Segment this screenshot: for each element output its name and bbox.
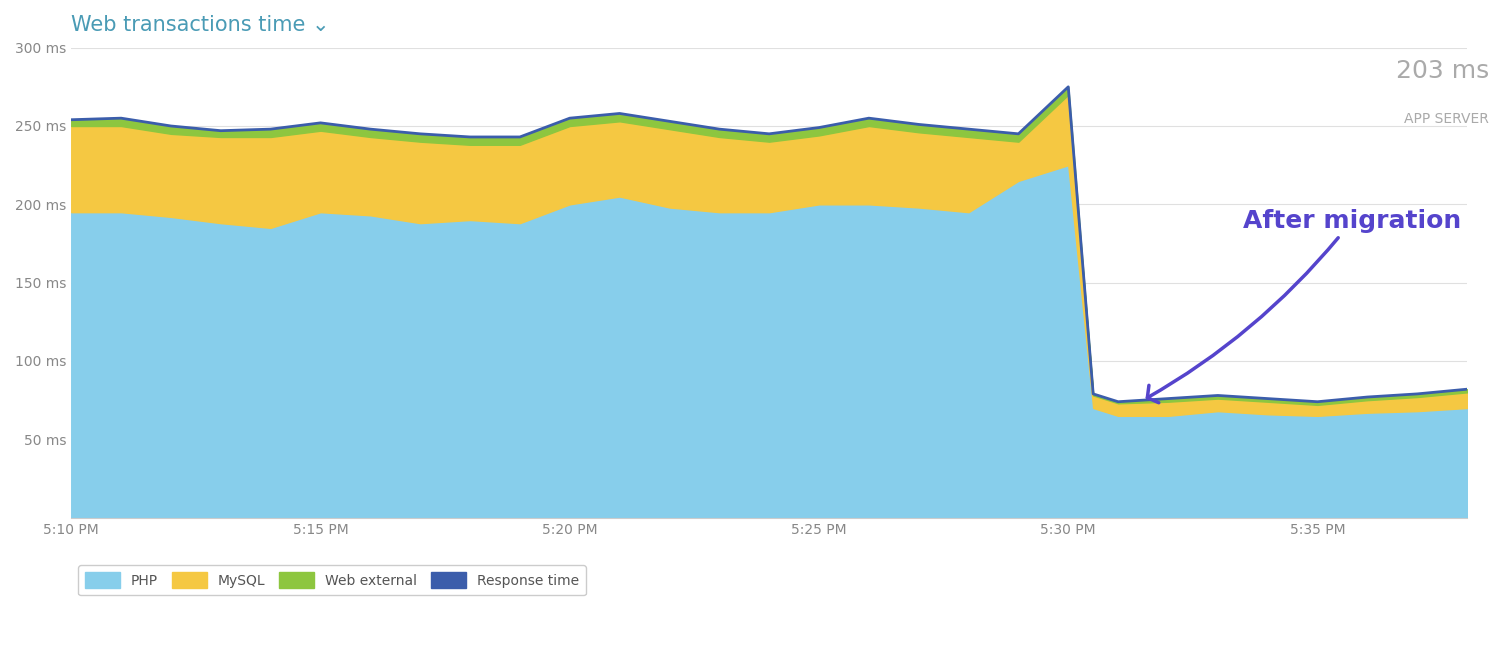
- Text: After migration: After migration: [1148, 209, 1461, 403]
- Text: Web transactions time ⌄: Web transactions time ⌄: [71, 15, 330, 35]
- Legend: PHP, MySQL, Web external, Response time: PHP, MySQL, Web external, Response time: [79, 565, 587, 595]
- Text: 203 ms: 203 ms: [1396, 59, 1489, 83]
- Text: APP SERVER: APP SERVER: [1405, 112, 1489, 125]
